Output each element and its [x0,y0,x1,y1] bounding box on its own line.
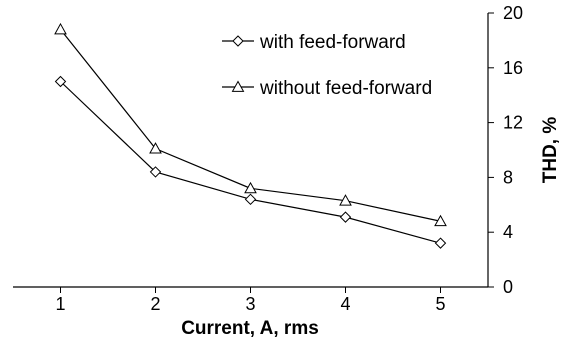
axes [13,13,489,288]
x-tick-label: 5 [435,294,445,314]
x-tick-label: 2 [150,294,160,314]
legend-label: with feed-forward [259,32,406,53]
legend-marker [231,80,245,92]
data-point [339,194,352,206]
x-tick-label: 1 [55,294,65,314]
y-tick-label: 8 [503,167,513,187]
series-group [54,22,447,249]
x-tick-label: 3 [245,294,255,314]
data-point [54,22,67,35]
legend-item: without feed-forward [222,78,432,99]
legend-item: with feed-forward [222,32,406,53]
x-tick-label: 4 [340,294,350,314]
data-point [339,211,352,223]
y-tick-label: 0 [503,277,513,297]
x-ticks: 1 2 3 4 5 [55,287,446,314]
data-point [54,75,67,88]
series-with-feed-forward [54,75,447,249]
y-tick-label: 20 [503,3,523,23]
legend-marker [232,35,244,47]
series-line [60,81,441,244]
x-axis-label: Current, A, rms [181,318,319,339]
data-point [149,142,162,154]
data-point [244,193,257,206]
series-without-feed-forward [54,22,447,227]
y-axis-label: THD, % [540,117,561,184]
y-tick-label: 4 [503,222,513,242]
legend-label: without feed-forward [259,78,432,99]
y-tick-label: 12 [503,113,523,133]
data-point [434,237,447,249]
data-point [244,181,257,194]
legend: with feed-forward without feed-forward [222,32,432,99]
data-point [434,214,447,227]
data-point [149,166,162,178]
y-tick-label: 16 [503,58,523,78]
y-ticks: 0 4 8 12 16 20 [488,3,523,297]
